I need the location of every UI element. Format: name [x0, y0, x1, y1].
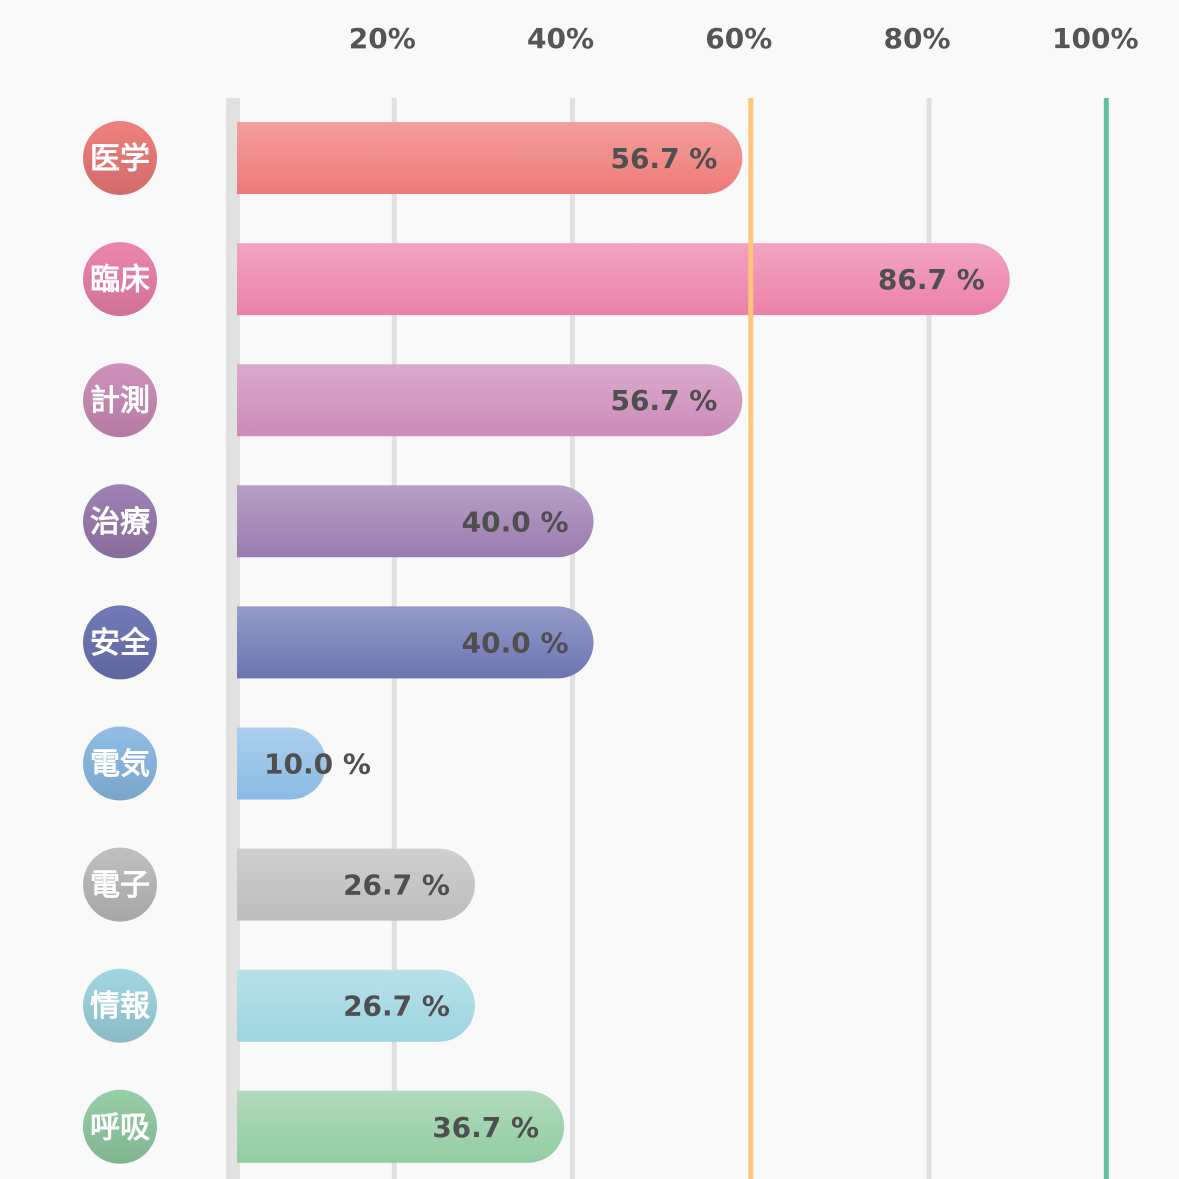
value-label: 36.7 %	[432, 1111, 539, 1144]
value-label: 40.0 %	[462, 626, 569, 659]
bar-情報	[237, 969, 475, 1042]
bars	[237, 122, 1010, 1163]
category-badge	[83, 1089, 157, 1164]
value-label: 26.7 %	[343, 869, 450, 902]
x-tick-label: 40%	[527, 22, 594, 55]
bar-計測	[237, 364, 743, 437]
category-label: 計測	[90, 384, 150, 419]
category-label: 電子	[90, 868, 150, 903]
category-badge	[83, 847, 157, 922]
category-badge	[83, 968, 157, 1043]
x-tick-label: 80%	[884, 22, 951, 55]
category-badge	[83, 726, 157, 801]
value-label: 56.7 %	[610, 142, 717, 175]
bar-電気	[237, 727, 327, 800]
category-label: 医学	[90, 142, 150, 177]
bar-安全	[237, 606, 594, 679]
bar-臨床	[237, 243, 1010, 316]
category-label: 情報	[90, 989, 151, 1024]
reference-lines	[748, 98, 1109, 1179]
value-label: 10.0 %	[264, 748, 371, 781]
x-tick-label: 20%	[349, 22, 416, 55]
bar-治療	[237, 485, 594, 558]
bar-電子	[237, 848, 475, 921]
category-badge	[83, 242, 157, 317]
category-badge	[83, 484, 157, 559]
bar-医学	[237, 122, 743, 194]
category-badge	[83, 605, 157, 680]
category-label: 呼吸	[90, 1110, 150, 1145]
category-label: 臨床	[90, 263, 150, 298]
category-badge	[83, 121, 157, 195]
category-badge	[83, 363, 157, 438]
bar-呼吸	[237, 1090, 565, 1163]
value-labels: 56.7 % 86.7 % 56.7 % 40.0 % 40.0 % 10.0 % 26.7…	[264, 142, 985, 1144]
value-label: 56.7 %	[610, 384, 717, 417]
value-label: 86.7 %	[878, 263, 985, 296]
category-label: 治療	[90, 505, 150, 540]
x-tick-label: 100%	[1052, 22, 1139, 55]
x-tick-label: 60%	[705, 22, 772, 55]
x-axis-tick-labels: 20% 40% 60% 80% 100%	[349, 22, 1139, 55]
value-label: 40.0 %	[462, 505, 569, 538]
category-label: 電気	[90, 747, 150, 782]
value-label: 26.7 %	[343, 990, 450, 1023]
category-label: 安全	[90, 626, 151, 661]
